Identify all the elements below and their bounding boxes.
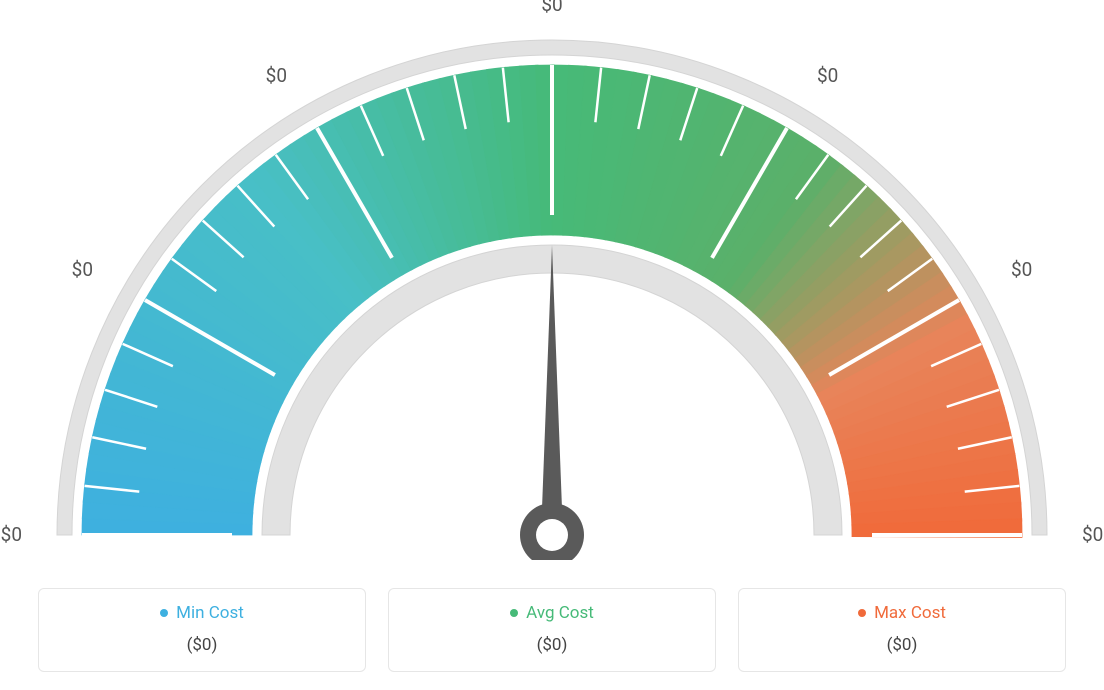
gauge-svg: $0 $0 $0 $0 $0 $0 $0: [0, 0, 1104, 560]
legend-dot-max: [858, 609, 866, 617]
gauge-needle-hub-inner: [536, 519, 568, 551]
legend-label-row-min: Min Cost: [49, 603, 355, 623]
gauge-tick-label: $0: [1011, 258, 1032, 281]
legend-label-row-max: Max Cost: [749, 603, 1055, 623]
legend-value-min: ($0): [49, 635, 355, 655]
gauge-tick-label: $0: [1082, 523, 1103, 546]
legend-label-max: Max Cost: [874, 603, 946, 623]
legend-card-min: Min Cost ($0): [38, 588, 366, 672]
gauge-tick-label: $0: [72, 258, 93, 281]
legend-value-max: ($0): [749, 635, 1055, 655]
cost-gauge-widget: $0 $0 $0 $0 $0 $0 $0 Min Cost ($0) Avg Cost ($…: [0, 0, 1104, 690]
gauge-tick-label: $0: [541, 0, 562, 16]
legend-dot-min: [160, 609, 168, 617]
legend-dot-avg: [510, 609, 518, 617]
legend-card-max: Max Cost ($0): [738, 588, 1066, 672]
gauge-tick-label: $0: [817, 64, 838, 87]
legend-row: Min Cost ($0) Avg Cost ($0) Max Cost ($0…: [38, 588, 1066, 672]
legend-label-row-avg: Avg Cost: [399, 603, 705, 623]
gauge-tick-label: $0: [266, 64, 287, 87]
legend-label-avg: Avg Cost: [526, 603, 594, 623]
legend-value-avg: ($0): [399, 635, 705, 655]
legend-card-avg: Avg Cost ($0): [388, 588, 716, 672]
gauge-tick-label: $0: [1, 523, 22, 546]
gauge-area: $0 $0 $0 $0 $0 $0 $0: [0, 0, 1104, 560]
gauge-needle: [541, 245, 563, 535]
legend-label-min: Min Cost: [176, 603, 244, 623]
